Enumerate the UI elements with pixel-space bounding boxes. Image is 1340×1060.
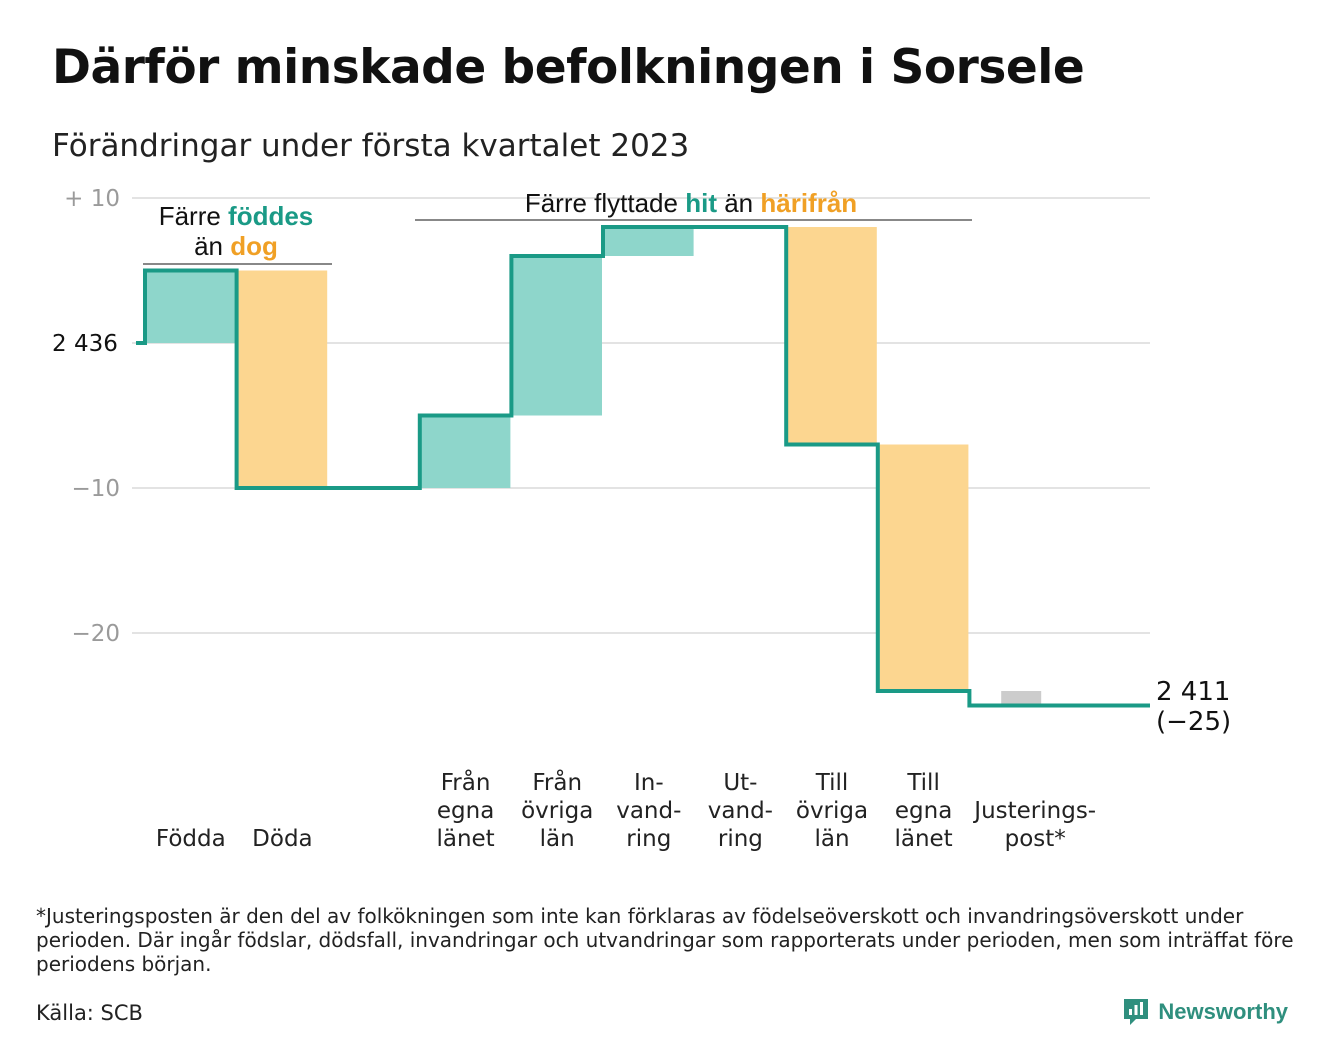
category-label: ring [718,826,763,852]
category-label: vand- [616,798,681,824]
end-value-label: 2 411 [1156,677,1230,707]
annotation-text: än [717,188,760,218]
y-tick-label: −10 [71,476,120,502]
y-tick-label: + 10 [64,186,120,212]
category-label: post* [1005,826,1066,852]
change-bars [145,227,1042,706]
gridlines [132,197,1150,634]
bar-out [786,227,877,445]
category-label: länet [894,826,952,852]
population-step-line [136,225,1150,708]
source-note: Källa: SCB [36,1001,143,1025]
chart-bubble-icon [1124,999,1149,1025]
category-label: egna [895,798,952,824]
brand-logo: Newsworthy [1122,997,1288,1027]
annotation-births-line1: Färre föddes [159,201,314,231]
value-labels: 2 411(−25) [1156,677,1231,737]
annotation-births-line2: än dog [194,231,278,261]
y-axis-ticks: + 10 −10 −20 2 436 [52,186,120,647]
chart-title: Därför minskade befolkningen i Sorsele [52,40,1085,95]
category-label: län [540,826,575,852]
bar-in [603,227,694,256]
step-line [136,225,1150,708]
brand-name: Newsworthy [1158,999,1288,1024]
annotation-highlight-out: dog [230,231,278,261]
bar-out [877,444,969,691]
annotation-text: än [194,231,230,261]
annotation-text: Färre [159,201,228,231]
category-label: In- [634,770,664,796]
annotation-highlight-in: föddes [228,201,313,231]
annotation-text: Färre flyttade [525,188,685,218]
category-label: ring [626,826,671,852]
bar-adj [1001,691,1042,706]
category-label: vand- [708,798,773,824]
footnote: *Justeringsposten är den del av folkökni… [36,904,1294,976]
category-label: övriga [796,798,868,824]
start-value-label: 2 436 [52,331,118,357]
category-label: Ut- [723,770,757,796]
category-label: länet [436,826,494,852]
category-labels: Födda DödaFrånegnalänetFrånövrigalänIn-va… [156,768,1096,852]
bar-in [145,270,236,343]
annotation-highlight-out: härifrån [760,188,857,218]
category-label: Födda [156,826,226,852]
category-label: egna [437,798,494,824]
category-label: Döda [252,826,312,852]
category-label: övriga [521,798,593,824]
category-label: Justerings- [972,798,1096,824]
annotation-moves: Färre flyttade hit än härifrån [525,188,857,218]
bar-out [236,270,328,488]
bar-in [511,256,602,416]
category-label: Till [815,770,849,796]
bar-in [419,415,511,488]
category-label: Från [532,768,582,796]
chart-subtitle: Förändringar under första kvartalet 2023 [52,128,690,164]
end-change-label: (−25) [1156,707,1231,737]
category-label: Från [441,768,491,796]
category-label: län [814,826,849,852]
y-tick-label: −20 [71,621,120,647]
annotation-highlight-in: hit [685,188,717,218]
category-label: Till [906,770,940,796]
